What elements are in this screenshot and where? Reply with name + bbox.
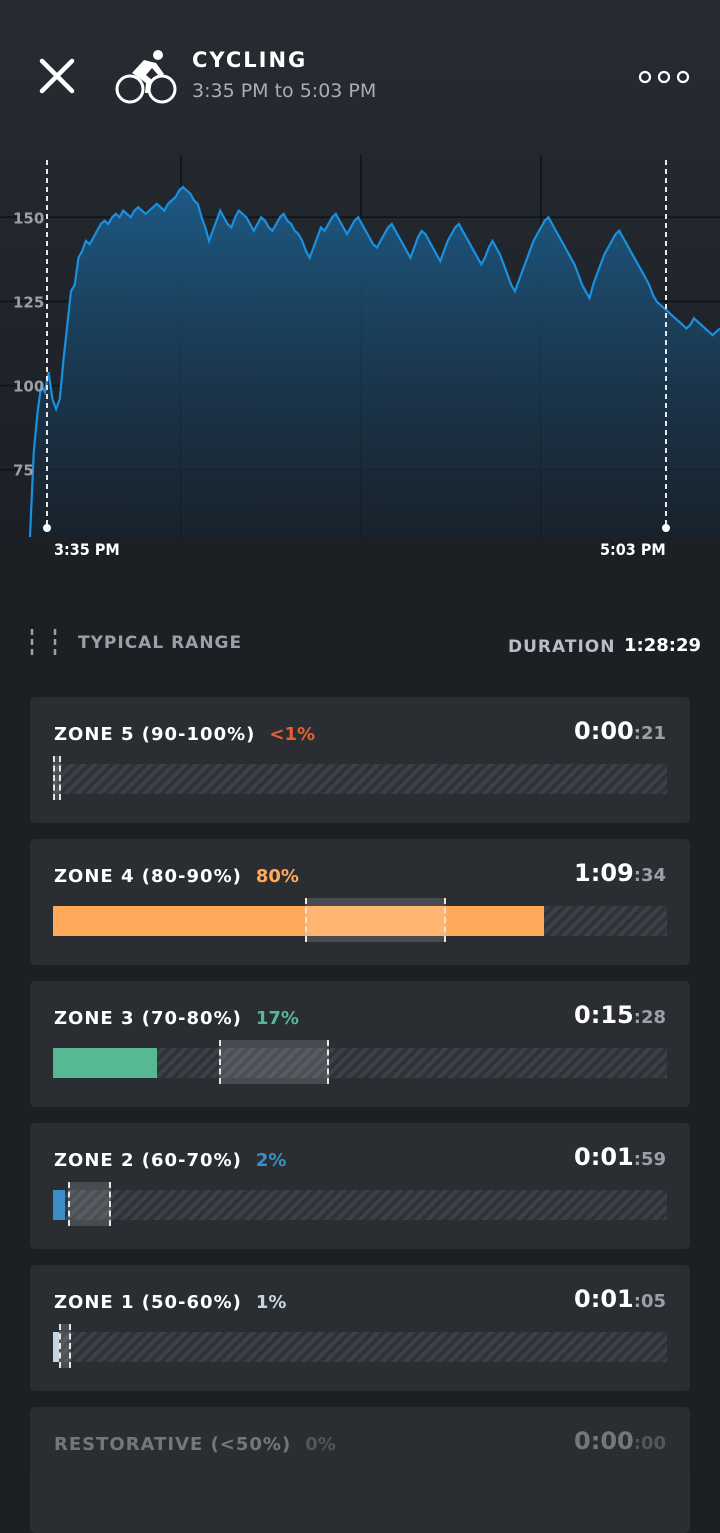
zone-card[interactable]: ZONE 4 (80-90%) 80% 1:09:34 xyxy=(30,839,690,965)
zone-label: ZONE 4 (80-90%) 80% xyxy=(54,866,299,887)
zone-percent: 0% xyxy=(305,1434,336,1455)
zone-bar xyxy=(53,1182,667,1226)
zone-bar xyxy=(53,756,667,800)
activity-range-markers xyxy=(43,160,670,532)
y-axis-ticks: 150 125 100 75 xyxy=(13,209,44,479)
zone-card[interactable]: ZONE 1 (50-60%) 1% 0:01:05 xyxy=(30,1265,690,1391)
zone-label: ZONE 5 (90-100%) <1% xyxy=(54,724,316,745)
zone-percent: 80% xyxy=(255,866,299,887)
typical-range-marker xyxy=(59,1324,72,1368)
start-time-label: 3:35 PM xyxy=(54,540,120,559)
zone-duration: 0:01:05 xyxy=(574,1285,666,1313)
zone-bar-fill xyxy=(53,1190,66,1220)
zone-bar xyxy=(53,898,667,942)
zone-percent: 2% xyxy=(255,1150,287,1171)
zone-bar-fill xyxy=(53,1048,158,1078)
heart-rate-area xyxy=(30,187,720,537)
zone-card[interactable]: ZONE 5 (90-100%) <1% 0:00:21 xyxy=(30,697,690,823)
zone-duration: 0:00:00 xyxy=(574,1427,666,1455)
zone-card[interactable]: ZONE 3 (70-80%) 17% 0:15:28 xyxy=(30,981,690,1107)
typical-range-marker xyxy=(68,1182,112,1226)
zone-bar xyxy=(53,1324,667,1368)
zone-bar xyxy=(53,1040,667,1084)
y-tick-label: 125 xyxy=(13,293,44,311)
zone-label: ZONE 2 (60-70%) 2% xyxy=(54,1150,287,1171)
zone-card-restorative[interactable]: RESTORATIVE (<50%) 0% 0:00:00 xyxy=(30,1407,690,1533)
duration-value: 1:28:29 xyxy=(624,635,702,656)
close-icon[interactable] xyxy=(36,55,78,97)
y-tick-label: 75 xyxy=(13,462,34,480)
typical-range-marker xyxy=(53,756,61,800)
zone-label: RESTORATIVE (<50%) 0% xyxy=(54,1434,336,1455)
y-tick-label: 100 xyxy=(13,378,44,396)
zone-percent: <1% xyxy=(269,724,316,745)
end-marker-dot xyxy=(662,524,670,532)
zone-duration: 0:00:21 xyxy=(574,717,666,745)
more-options-icon[interactable] xyxy=(636,68,692,86)
heart-rate-chart: 150 125 100 75 xyxy=(0,155,720,537)
zone-duration: 1:09:34 xyxy=(574,859,666,887)
activity-title: CYCLING xyxy=(192,48,308,72)
typical-range-marker xyxy=(304,898,446,942)
cycling-icon xyxy=(114,48,178,104)
zone-duration: 0:15:28 xyxy=(574,1001,666,1029)
end-time-label: 5:03 PM xyxy=(600,540,666,559)
activity-time-range: 3:35 PM to 5:03 PM xyxy=(192,80,377,102)
duration-label: DURATION xyxy=(508,637,616,657)
start-marker-dot xyxy=(43,524,51,532)
zone-label: ZONE 3 (70-80%) 17% xyxy=(54,1008,299,1029)
typical-range-icon xyxy=(30,629,58,659)
typical-range-marker xyxy=(218,1040,330,1084)
zone-bar-fill xyxy=(53,906,545,936)
zone-percent: 1% xyxy=(255,1292,287,1313)
typical-range-label: TYPICAL RANGE xyxy=(78,633,243,653)
y-tick-label: 150 xyxy=(13,209,44,227)
zone-card[interactable]: ZONE 2 (60-70%) 2% 0:01:59 xyxy=(30,1123,690,1249)
zone-bar-fill xyxy=(53,1332,60,1362)
heart-rate-line xyxy=(28,185,720,537)
zone-label: ZONE 1 (50-60%) 1% xyxy=(54,1292,287,1313)
zone-duration: 0:01:59 xyxy=(574,1143,666,1171)
zone-percent: 17% xyxy=(255,1008,299,1029)
